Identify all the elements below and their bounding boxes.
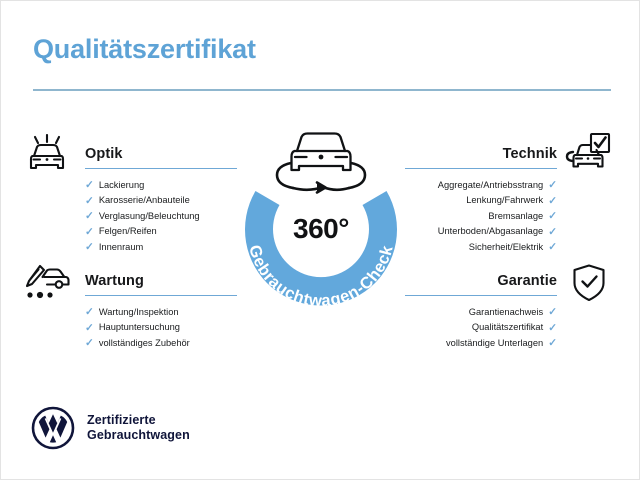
list-item: ✓ Innenraum	[85, 240, 237, 255]
section-wartung-divider	[85, 294, 237, 296]
check-icon: ✓	[548, 194, 557, 207]
check-icon: ✓	[548, 210, 557, 223]
check-icon: ✓	[85, 225, 94, 238]
section-wartung-header: Wartung	[85, 266, 237, 296]
section-wartung-list: ✓ Wartung/Inspektion ✓ Hauptuntersuchung ✓…	[85, 305, 237, 351]
list-item-label: Wartung/Inspektion	[98, 307, 179, 317]
list-item-label: Unterboden/Abgasanlage	[437, 226, 544, 237]
section-technik-title: Technik	[502, 146, 557, 162]
footer-line-1: Zertifizierte	[87, 412, 156, 427]
section-optik-header: Optik	[85, 139, 237, 169]
badge-center-label: 360°	[293, 213, 349, 244]
list-item: ✓ vollständiges Zubehör	[85, 336, 237, 351]
section-garantie: Garantie Garantienachweis ✓ Qualitätszert…	[405, 266, 557, 351]
list-item-label: Qualitätszertifikat	[471, 322, 544, 333]
car-dipstick-icon	[23, 263, 71, 308]
footer: Zertifizierte Gebrauchtwagen	[31, 406, 190, 450]
list-item-label: Bremsanlage	[488, 210, 544, 221]
list-item-label: Lackierung	[98, 180, 145, 190]
section-optik-list: ✓ Lackierung ✓ Karosserie/Anbauteile ✓ Verg…	[85, 178, 237, 255]
check-icon: ✓	[85, 337, 94, 350]
check-icon: ✓	[548, 225, 557, 238]
shield-check-icon	[571, 263, 607, 308]
list-item: Qualitätszertifikat ✓	[405, 320, 557, 335]
list-item: Lenkung/Fahrwerk ✓	[405, 193, 557, 208]
list-item-label: vollständige Unterlagen	[446, 337, 544, 348]
page-title: Qualitätszertifikat	[33, 34, 256, 64]
check-icon: ✓	[548, 321, 557, 334]
list-item-label: Hauptuntersuchung	[98, 322, 180, 333]
section-garantie-header: Garantie	[405, 266, 557, 296]
360-check-badge: Gebrauchtwagen-Check 360°	[231, 113, 411, 313]
list-item-label: Aggregate/Antriebsstrang	[437, 180, 544, 190]
list-item: ✓ Wartung/Inspektion	[85, 305, 237, 320]
list-item: ✓ Karosserie/Anbauteile	[85, 193, 237, 208]
section-optik-title: Optik	[85, 146, 123, 162]
section-technik-header: Technik	[405, 139, 557, 169]
check-icon: ✓	[85, 179, 94, 192]
section-garantie-title: Garantie	[497, 273, 557, 289]
section-optik: Optik ✓ Lackierung ✓ Karosserie/Anbauteile…	[85, 139, 237, 255]
check-icon: ✓	[85, 321, 94, 334]
section-wartung-title: Wartung	[85, 273, 144, 289]
list-item-label: Lenkung/Fahrwerk	[466, 195, 544, 206]
section-garantie-list: Garantienachweis ✓ Qualitätszertifikat ✓ v…	[405, 305, 557, 351]
list-item: Sicherheit/Elektrik ✓	[405, 240, 557, 255]
list-item-label: vollständiges Zubehör	[98, 337, 190, 348]
vw-logo	[31, 406, 75, 450]
car-shine-icon	[25, 133, 69, 179]
list-item: Garantienachweis ✓	[405, 305, 557, 320]
list-item: ✓ Hauptuntersuchung	[85, 320, 237, 335]
list-item: ✓ Lackierung	[85, 178, 237, 193]
badge-ring	[245, 191, 397, 306]
check-icon: ✓	[548, 337, 557, 350]
section-wartung: Wartung ✓ Wartung/Inspektion ✓ Hauptunters…	[85, 266, 237, 351]
list-item-label: Karosserie/Anbauteile	[98, 195, 190, 206]
list-item: ✓ Verglasung/Beleuchtung	[85, 209, 237, 224]
list-item: ✓ Felgen/Reifen	[85, 224, 237, 239]
check-icon: ✓	[85, 241, 94, 254]
check-icon: ✓	[548, 241, 557, 254]
title-divider	[33, 89, 611, 91]
section-technik-divider	[405, 167, 557, 169]
check-icon: ✓	[548, 306, 557, 319]
footer-line-2: Gebrauchtwagen	[87, 428, 190, 442]
section-technik-list: Aggregate/Antriebsstrang ✓ Lenkung/Fahrwe…	[405, 178, 557, 255]
list-item-label: Garantienachweis	[468, 307, 544, 317]
list-item-label: Sicherheit/Elektrik	[468, 241, 544, 252]
list-item-label: Innenraum	[98, 241, 144, 252]
footer-text: Zertifizierte Gebrauchtwagen	[87, 413, 190, 444]
check-icon: ✓	[85, 306, 94, 319]
check-icon: ✓	[548, 179, 557, 192]
check-icon: ✓	[85, 194, 94, 207]
list-item: Aggregate/Antriebsstrang ✓	[405, 178, 557, 193]
section-garantie-divider	[405, 294, 557, 296]
section-technik: Technik Aggregate/Antriebsstrang ✓ Lenkun…	[405, 139, 557, 255]
car-checkbox-icon	[565, 132, 611, 179]
section-optik-divider	[85, 167, 237, 169]
list-item: Bremsanlage ✓	[405, 209, 557, 224]
list-item: vollständige Unterlagen ✓	[405, 336, 557, 351]
list-item-label: Verglasung/Beleuchtung	[98, 210, 200, 221]
list-item-label: Felgen/Reifen	[98, 226, 157, 237]
check-icon: ✓	[85, 210, 94, 223]
list-item: Unterboden/Abgasanlage ✓	[405, 224, 557, 239]
